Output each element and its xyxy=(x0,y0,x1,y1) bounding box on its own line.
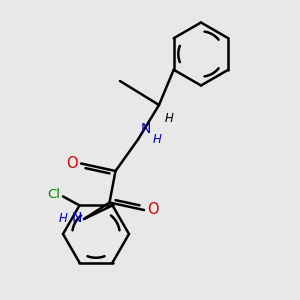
Text: N: N xyxy=(140,122,151,136)
Text: H: H xyxy=(58,212,68,225)
Text: O: O xyxy=(148,202,159,217)
Text: O: O xyxy=(66,156,77,171)
Text: Cl: Cl xyxy=(48,188,61,201)
Text: N: N xyxy=(71,212,82,225)
Text: H: H xyxy=(164,112,173,124)
Text: H: H xyxy=(152,133,161,146)
